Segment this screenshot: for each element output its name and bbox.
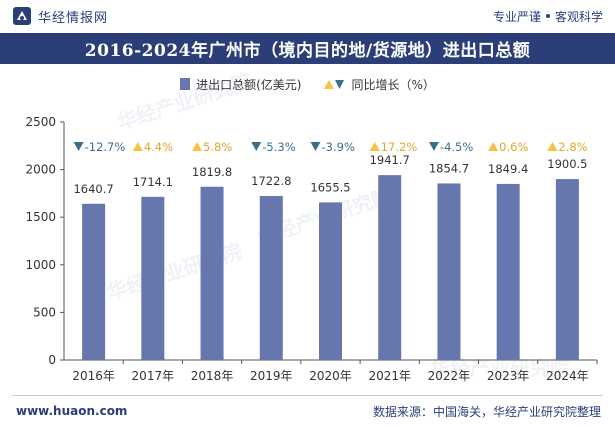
bar-value-label: 1655.5	[310, 180, 350, 194]
growth-down-triangle	[428, 142, 439, 151]
x-tick-label: 2019年	[250, 369, 293, 383]
title-band: 2016-2024年广州市（境内目的地/货源地）进出口总额	[0, 33, 615, 64]
watermark-text: 华经产业研究院	[114, 69, 255, 135]
bar-value-label: 1854.7	[429, 161, 469, 175]
bar	[378, 175, 402, 360]
legend-label-growth: 同比增长（%）	[351, 77, 435, 92]
bar	[437, 183, 461, 360]
legend-label-total: 进出口总额(亿美元)	[196, 77, 302, 92]
growth-label: 0.6%	[499, 140, 528, 154]
growth-label: 4.4%	[144, 140, 173, 154]
site-url-link[interactable]: www.huaon.com	[16, 404, 128, 418]
growth-up-triangle	[488, 142, 499, 151]
growth-up-triangle	[192, 142, 203, 151]
brand-logo-icon	[13, 7, 31, 25]
growth-up-triangle	[547, 142, 558, 151]
tagline: 专业严谨 客观科学	[493, 8, 603, 25]
y-tick-label: 2000	[25, 163, 56, 177]
legend-item-growth: 同比增长（%）	[323, 76, 435, 93]
bar	[259, 195, 283, 360]
bar-value-label: 1722.8	[251, 174, 291, 188]
top-bar: 华经情报网 专业严谨 客观科学	[0, 0, 615, 32]
y-tick-label: 1000	[25, 258, 56, 272]
growth-label: -5.3%	[262, 140, 295, 154]
bar	[319, 202, 342, 360]
bar-value-label: 1849.4	[488, 162, 528, 176]
growth-label: 5.8%	[203, 140, 232, 154]
x-tick-label: 2023年	[487, 369, 530, 383]
footer: www.huaon.com 数据来源：中国海关，华经产业研究院整理	[0, 399, 615, 423]
bar-value-label: 1900.5	[547, 157, 587, 171]
legend-triangles-icon	[324, 80, 345, 89]
growth-up-triangle	[132, 142, 143, 151]
footer-divider	[12, 395, 603, 396]
x-tick-label: 2021年	[368, 369, 411, 383]
chart-title: 2016-2024年广州市（境内目的地/货源地）进出口总额	[84, 41, 531, 61]
bar	[496, 183, 520, 360]
bar-value-label: 1941.7	[370, 153, 410, 167]
bar-value-label: 1819.8	[192, 165, 232, 179]
x-tick-label: 2016年	[72, 369, 115, 383]
x-tick-label: 2024年	[546, 369, 589, 383]
tagline-dot-icon	[545, 14, 550, 18]
x-tick-label: 2022年	[428, 369, 471, 383]
x-tick-label: 2020年	[309, 369, 352, 383]
growth-label: 2.8%	[558, 140, 587, 154]
growth-label: -3.9%	[322, 140, 355, 154]
y-tick-label: 500	[33, 305, 56, 319]
y-tick-label: 2500	[25, 115, 56, 129]
growth-label: 17.2%	[381, 140, 418, 154]
bar	[555, 179, 579, 360]
bar-value-label: 1714.1	[133, 175, 173, 189]
legend: 进出口总额(亿美元) 同比增长（%）	[0, 74, 615, 94]
y-tick-label: 0	[48, 353, 56, 367]
x-tick-label: 2017年	[132, 369, 175, 383]
growth-label: -4.5%	[440, 140, 473, 154]
x-tick-label: 2018年	[191, 369, 234, 383]
growth-label: -12.7%	[85, 140, 126, 154]
brand: 华经情报网	[12, 6, 108, 26]
growth-down-triangle	[251, 142, 262, 151]
growth-down-triangle	[73, 142, 84, 151]
growth-up-triangle	[369, 142, 380, 151]
brand-name: 华经情报网	[38, 10, 109, 26]
legend-item-total: 进出口总额(亿美元)	[180, 76, 301, 93]
bar	[200, 186, 224, 360]
bar-layer	[82, 175, 579, 360]
bar	[141, 196, 165, 360]
tagline-right: 客观科学	[554, 9, 603, 24]
label-layer: 1640.7 -12.7% 1714.1 4.4% 1819.8 5.8% 1722.8 -5…	[73, 140, 587, 196]
watermark-text: 华经产业研究院	[104, 239, 245, 305]
bar	[82, 203, 106, 360]
growth-down-triangle	[310, 142, 321, 151]
bar-value-label: 1640.7	[73, 182, 113, 196]
y-tick-label: 1500	[25, 210, 56, 224]
tagline-left: 专业严谨	[492, 9, 541, 24]
data-source: 数据来源：中国海关，华经产业研究院整理	[372, 404, 601, 419]
legend-bar-swatch	[180, 78, 191, 90]
